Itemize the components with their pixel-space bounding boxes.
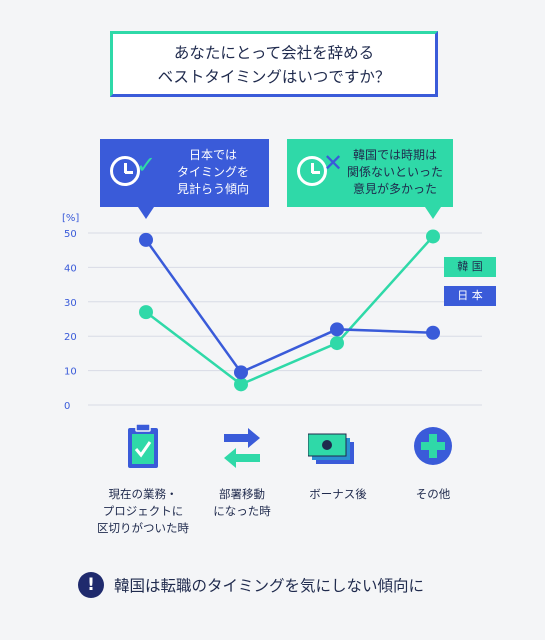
series-line-korea (145, 235, 434, 386)
data-point-korea-2 (234, 377, 248, 392)
clock-icon (110, 156, 140, 186)
clock-icon (297, 156, 327, 186)
title-box: あなたにとって会社を辞める ベストタイミングはいつですか？ (110, 31, 438, 97)
japan-callout-line-3: 見計らう傾向 (176, 182, 249, 196)
korea-callout-line-3: 意見が多かった (352, 182, 437, 196)
legend-korea: 韓 国 (444, 257, 496, 277)
data-point-japan-4 (426, 325, 440, 340)
category-label-1-line-2: プロジェクトに (102, 504, 184, 518)
category-label-4: その他 (393, 486, 473, 503)
data-point-korea-1 (139, 305, 153, 320)
footer-note: ! 韓国は転職のタイミングを気にしない傾向に (78, 570, 498, 602)
y-tick-label-0: 0 (64, 401, 70, 412)
swap-arrows-icon (224, 428, 260, 468)
category-label-1-line-1: 現在の業務・ (108, 487, 178, 501)
y-tick-label-30: 30 (64, 298, 77, 309)
legend-japan: 日 本 (444, 286, 496, 306)
japan-callout-line-2: タイミングを (176, 165, 249, 179)
y-tick-label-10: 10 (64, 367, 77, 378)
data-point-korea-4 (426, 229, 440, 244)
clipboard-check-icon (128, 424, 158, 468)
y-axis-label: [%] (62, 213, 79, 224)
money-bills-icon (308, 433, 354, 464)
title-line-2: ベストタイミングはいつですか？ (157, 68, 391, 86)
plus-circle-icon (414, 427, 452, 465)
category-label-3: ボーナス後 (288, 486, 388, 503)
category-label-2-line-2: になった時 (213, 504, 271, 518)
check-icon: ✓ (136, 151, 157, 179)
category-label-4-line-1: その他 (415, 487, 451, 501)
data-point-japan-1 (139, 232, 153, 247)
series-line-japan (144, 239, 434, 374)
category-label-1-line-3: 区切りがついた時 (97, 521, 189, 535)
category-label-2: 部署移動 になった時 (197, 486, 287, 520)
korea-callout-line-2: 関係ないといった (346, 165, 443, 179)
data-point-japan-3 (330, 322, 344, 337)
data-point-korea-3 (330, 336, 344, 351)
y-tick-label-40: 40 (64, 263, 77, 274)
category-label-2-line-1: 部署移動 (219, 487, 265, 501)
exclamation-icon: ! (78, 572, 104, 598)
korea-callout: ✕ 韓国では時期は 関係ないといった 意見が多かった (287, 139, 453, 219)
category-label-1: 現在の業務・ プロジェクトに 区切りがついた時 (88, 486, 198, 537)
title-line-1: あなたにとって会社を辞める (173, 44, 375, 62)
cross-icon: ✕ (323, 149, 344, 177)
y-tick-label-20: 20 (64, 332, 77, 343)
y-tick-label-50: 50 (64, 229, 77, 240)
japan-callout: ✓ 日本では タイミングを 見計らう傾向 (100, 139, 269, 219)
data-point-japan-2 (234, 365, 248, 380)
korea-callout-line-1: 韓国では時期は (352, 148, 437, 162)
category-label-3-line-1: ボーナス後 (309, 487, 367, 501)
japan-callout-line-1: 日本では (188, 148, 237, 162)
footer-message: 韓国は転職のタイミングを気にしない傾向に (114, 577, 425, 595)
